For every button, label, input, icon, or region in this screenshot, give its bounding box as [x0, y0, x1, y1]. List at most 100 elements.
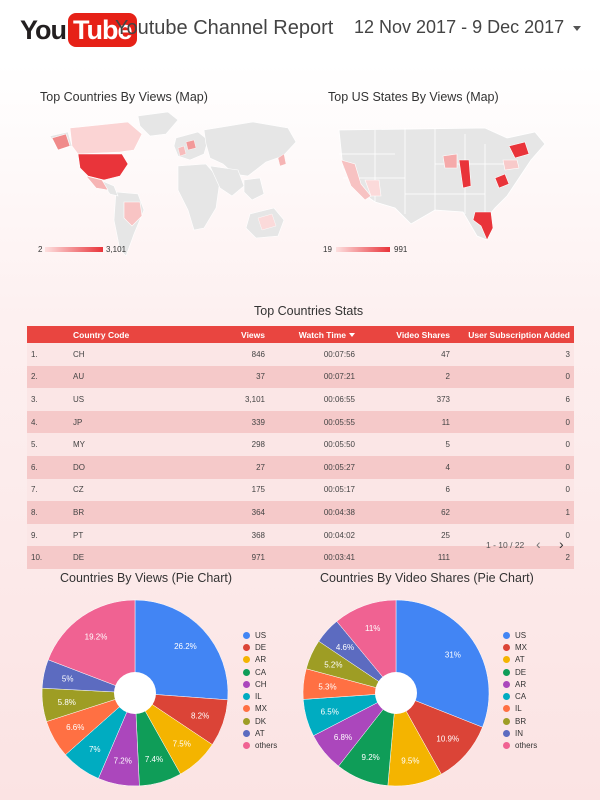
pie-data-label: 6.8%: [334, 733, 352, 742]
legend-item[interactable]: DK: [243, 715, 277, 727]
row-views: 971: [189, 546, 269, 569]
row-country-code: PT: [69, 523, 189, 547]
table-row[interactable]: 2. AU 37 00:07:21 2 0: [27, 365, 574, 389]
row-country-code: AU: [69, 365, 189, 389]
row-views: 175: [189, 478, 269, 502]
legend-item[interactable]: AR: [503, 678, 537, 690]
legend-label: AT: [255, 729, 265, 739]
world-map[interactable]: [38, 110, 300, 258]
legend-label: US: [255, 630, 267, 640]
pie-data-label: 5.2%: [324, 660, 342, 669]
row-video-shares: 5: [359, 433, 454, 456]
row-views: 27: [189, 455, 269, 479]
legend-label: CA: [255, 667, 267, 677]
row-country-code: US: [69, 388, 189, 411]
legend-item[interactable]: US: [243, 629, 277, 641]
legend-item[interactable]: BR: [503, 715, 537, 727]
row-index: 5.: [27, 433, 69, 456]
legend-item[interactable]: CA: [243, 666, 277, 678]
row-watch-time: 00:05:17: [269, 478, 359, 502]
legend-dot-icon: [503, 643, 510, 651]
table-row[interactable]: 5. MY 298 00:05:50 5 0: [27, 433, 574, 456]
pie-chart-shares[interactable]: 31% 10.9% 9.5% 9.2% 6.8% 6.5% 5.3% 5.2% 4.6% 11%: [301, 598, 491, 788]
legend-item[interactable]: others: [243, 740, 277, 752]
pie-slice-others[interactable]: [336, 599, 397, 694]
row-watch-time: 00:05:55: [269, 410, 359, 434]
legend-item[interactable]: IL: [243, 690, 277, 702]
us-states-map[interactable]: [335, 124, 550, 244]
legend-label: CA: [515, 692, 527, 702]
states-legend-min: 19: [323, 245, 332, 254]
col-views[interactable]: Views: [189, 326, 269, 343]
legend-label: DE: [515, 667, 527, 677]
pie-chart-views[interactable]: 26.2% 8.2% 7.5% 7.4% 7.2% 7% 6.6% 5.8% 5% 19.2%: [40, 598, 230, 788]
states-map-title: Top US States By Views (Map): [328, 90, 499, 104]
row-index: 10.: [27, 546, 69, 569]
row-index: 6.: [27, 455, 69, 479]
legend-dot-icon: [243, 643, 250, 651]
row-country-code: BR: [69, 501, 189, 524]
legend-item[interactable]: MX: [243, 703, 277, 715]
pie-data-label: 31%: [445, 650, 461, 659]
legend-item[interactable]: AT: [503, 654, 537, 666]
row-views: 298: [189, 433, 269, 456]
legend-dot-icon: [503, 656, 510, 664]
legend-item[interactable]: DE: [243, 641, 277, 653]
legend-item[interactable]: others: [503, 740, 537, 752]
legend-dot-icon: [243, 680, 250, 688]
col-index: [27, 326, 69, 343]
row-country-code: DO: [69, 455, 189, 479]
col-country-code[interactable]: Country Code: [69, 326, 189, 343]
table-row[interactable]: 1. CH 846 00:07:56 47 3: [27, 343, 574, 366]
legend-item[interactable]: CA: [503, 690, 537, 702]
pie-data-label: 7.2%: [114, 757, 132, 766]
legend-item[interactable]: AR: [243, 654, 277, 666]
row-subscriptions: 3: [454, 343, 574, 366]
pie-slice-others[interactable]: [47, 599, 136, 694]
prev-page-icon[interactable]: ‹: [536, 536, 541, 552]
table-row[interactable]: 9. PT 368 00:04:02 25 0: [27, 523, 574, 547]
table-row[interactable]: 6. DO 27 00:05:27 4 0: [27, 455, 574, 479]
row-watch-time: 00:04:02: [269, 523, 359, 547]
table-row[interactable]: 7. CZ 175 00:05:17 6 0: [27, 478, 574, 502]
pie-slice-us[interactable]: [134, 599, 229, 701]
legend-item[interactable]: MX: [503, 641, 537, 653]
col-video-shares[interactable]: Video Shares: [359, 326, 454, 343]
date-range-selector[interactable]: 12 Nov 2017 - 9 Dec 2017: [354, 17, 565, 37]
table-row[interactable]: 4. JP 339 00:05:55 11 0: [27, 410, 574, 434]
legend-label: MX: [255, 704, 267, 714]
pie-slice-us[interactable]: [395, 599, 490, 728]
table-row[interactable]: 3. US 3,101 00:06:55 373 6: [27, 388, 574, 411]
legend-dot-icon: [243, 656, 250, 664]
sort-desc-icon[interactable]: [349, 333, 355, 338]
pie-data-label: 5.3%: [318, 682, 336, 691]
legend-item[interactable]: US: [503, 629, 537, 641]
legend-item[interactable]: IL: [503, 703, 537, 715]
legend-item[interactable]: CH: [243, 678, 277, 690]
legend-item[interactable]: AT: [243, 727, 277, 739]
row-subscriptions: 0: [454, 365, 574, 389]
col-subscriptions[interactable]: User Subscription Added: [454, 326, 574, 343]
next-page-icon[interactable]: ›: [559, 536, 564, 552]
chevron-down-icon[interactable]: [573, 26, 581, 31]
row-video-shares: 11: [359, 410, 454, 434]
legend-item[interactable]: IN: [503, 727, 537, 739]
table-row[interactable]: 8. BR 364 00:04:38 62 1: [27, 501, 574, 524]
states-legend-gradient: [336, 247, 390, 252]
row-country-code: CZ: [69, 478, 189, 502]
countries-legend-gradient: [45, 247, 103, 252]
legend-dot-icon: [503, 705, 510, 713]
pie-data-label: 7%: [89, 745, 101, 754]
col-watch-time[interactable]: Watch Time: [269, 326, 359, 343]
row-video-shares: 47: [359, 343, 454, 366]
pie-data-label: 7.5%: [173, 739, 191, 748]
row-watch-time: 00:04:38: [269, 501, 359, 524]
pie-data-label: 7.4%: [145, 755, 163, 764]
legend-item[interactable]: DE: [503, 666, 537, 678]
pagination-info: 1 - 10 / 22: [486, 540, 525, 550]
table-title: Top Countries Stats: [254, 304, 364, 318]
legend-dot-icon: [243, 742, 250, 750]
pie-data-label: 8.2%: [191, 711, 209, 720]
table-row[interactable]: 10. DE 971 00:03:41 111 2: [27, 546, 574, 569]
row-video-shares: 25: [359, 523, 454, 547]
